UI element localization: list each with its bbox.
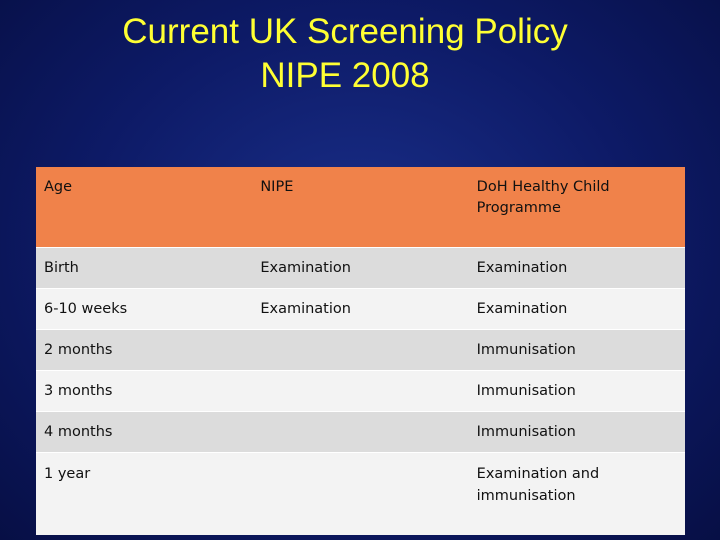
slide-title: Current UK Screening Policy NIPE 2008 [0, 10, 690, 98]
cell-doh: Immunisation [468, 411, 685, 453]
table-row: 4 months Immunisation [36, 411, 685, 453]
cell-nipe: Examination [252, 288, 469, 330]
cell-nipe: Examination [252, 247, 469, 289]
cell-nipe [252, 411, 469, 453]
cell-nipe [252, 452, 469, 535]
cell-doh: Examination [468, 247, 685, 289]
cell-doh: Immunisation [468, 329, 685, 371]
table-row: 2 months Immunisation [36, 329, 685, 371]
cell-age: 4 months [36, 411, 253, 453]
cell-nipe [252, 370, 469, 412]
cell-age: 2 months [36, 329, 253, 371]
cell-doh: Immunisation [468, 370, 685, 412]
screening-table: Age NIPE DoH Healthy Child Programme Bir… [36, 167, 685, 535]
cell-age: Birth [36, 247, 253, 289]
title-line-2: NIPE 2008 [260, 56, 430, 95]
cell-age: 1 year [36, 452, 253, 535]
header-age: Age [36, 167, 253, 248]
table-header-row: Age NIPE DoH Healthy Child Programme [36, 167, 685, 248]
cell-age: 3 months [36, 370, 253, 412]
title-line-1: Current UK Screening Policy [122, 12, 568, 51]
cell-nipe [252, 329, 469, 371]
cell-doh: Examination [468, 288, 685, 330]
header-doh: DoH Healthy Child Programme [468, 167, 685, 248]
cell-age: 6-10 weeks [36, 288, 253, 330]
header-nipe: NIPE [252, 167, 469, 248]
table-row: 6-10 weeks Examination Examination [36, 288, 685, 330]
table-row: 3 months Immunisation [36, 370, 685, 412]
cell-doh: Examination and immunisation [468, 452, 685, 535]
table-row: Birth Examination Examination [36, 247, 685, 289]
table-row: 1 year Examination and immunisation [36, 452, 685, 535]
